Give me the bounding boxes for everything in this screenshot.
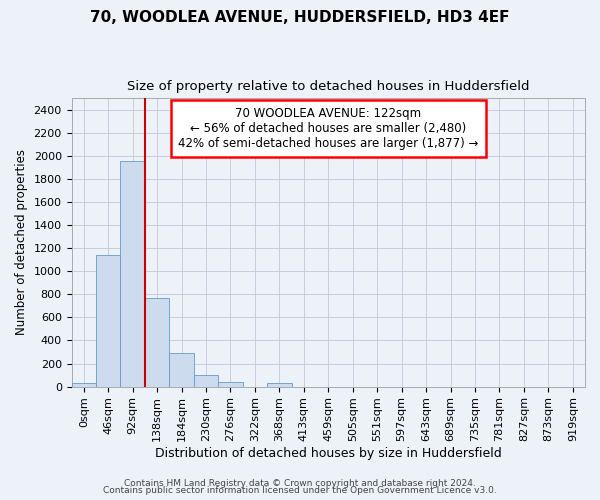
Bar [218, 382, 242, 386]
Title: Size of property relative to detached houses in Huddersfield: Size of property relative to detached ho… [127, 80, 530, 93]
Bar [96, 255, 121, 386]
Bar [71, 382, 96, 386]
Bar [145, 298, 169, 386]
Bar [267, 384, 292, 386]
Text: 70 WOODLEA AVENUE: 122sqm
← 56% of detached houses are smaller (2,480)
42% of se: 70 WOODLEA AVENUE: 122sqm ← 56% of detac… [178, 107, 478, 150]
Bar [169, 353, 194, 386]
Text: 70, WOODLEA AVENUE, HUDDERSFIELD, HD3 4EF: 70, WOODLEA AVENUE, HUDDERSFIELD, HD3 4E… [90, 10, 510, 25]
Bar [194, 375, 218, 386]
X-axis label: Distribution of detached houses by size in Huddersfield: Distribution of detached houses by size … [155, 447, 502, 460]
Text: Contains public sector information licensed under the Open Government Licence v3: Contains public sector information licen… [103, 486, 497, 495]
Y-axis label: Number of detached properties: Number of detached properties [15, 150, 28, 336]
Bar [121, 160, 145, 386]
Text: Contains HM Land Registry data © Crown copyright and database right 2024.: Contains HM Land Registry data © Crown c… [124, 478, 476, 488]
